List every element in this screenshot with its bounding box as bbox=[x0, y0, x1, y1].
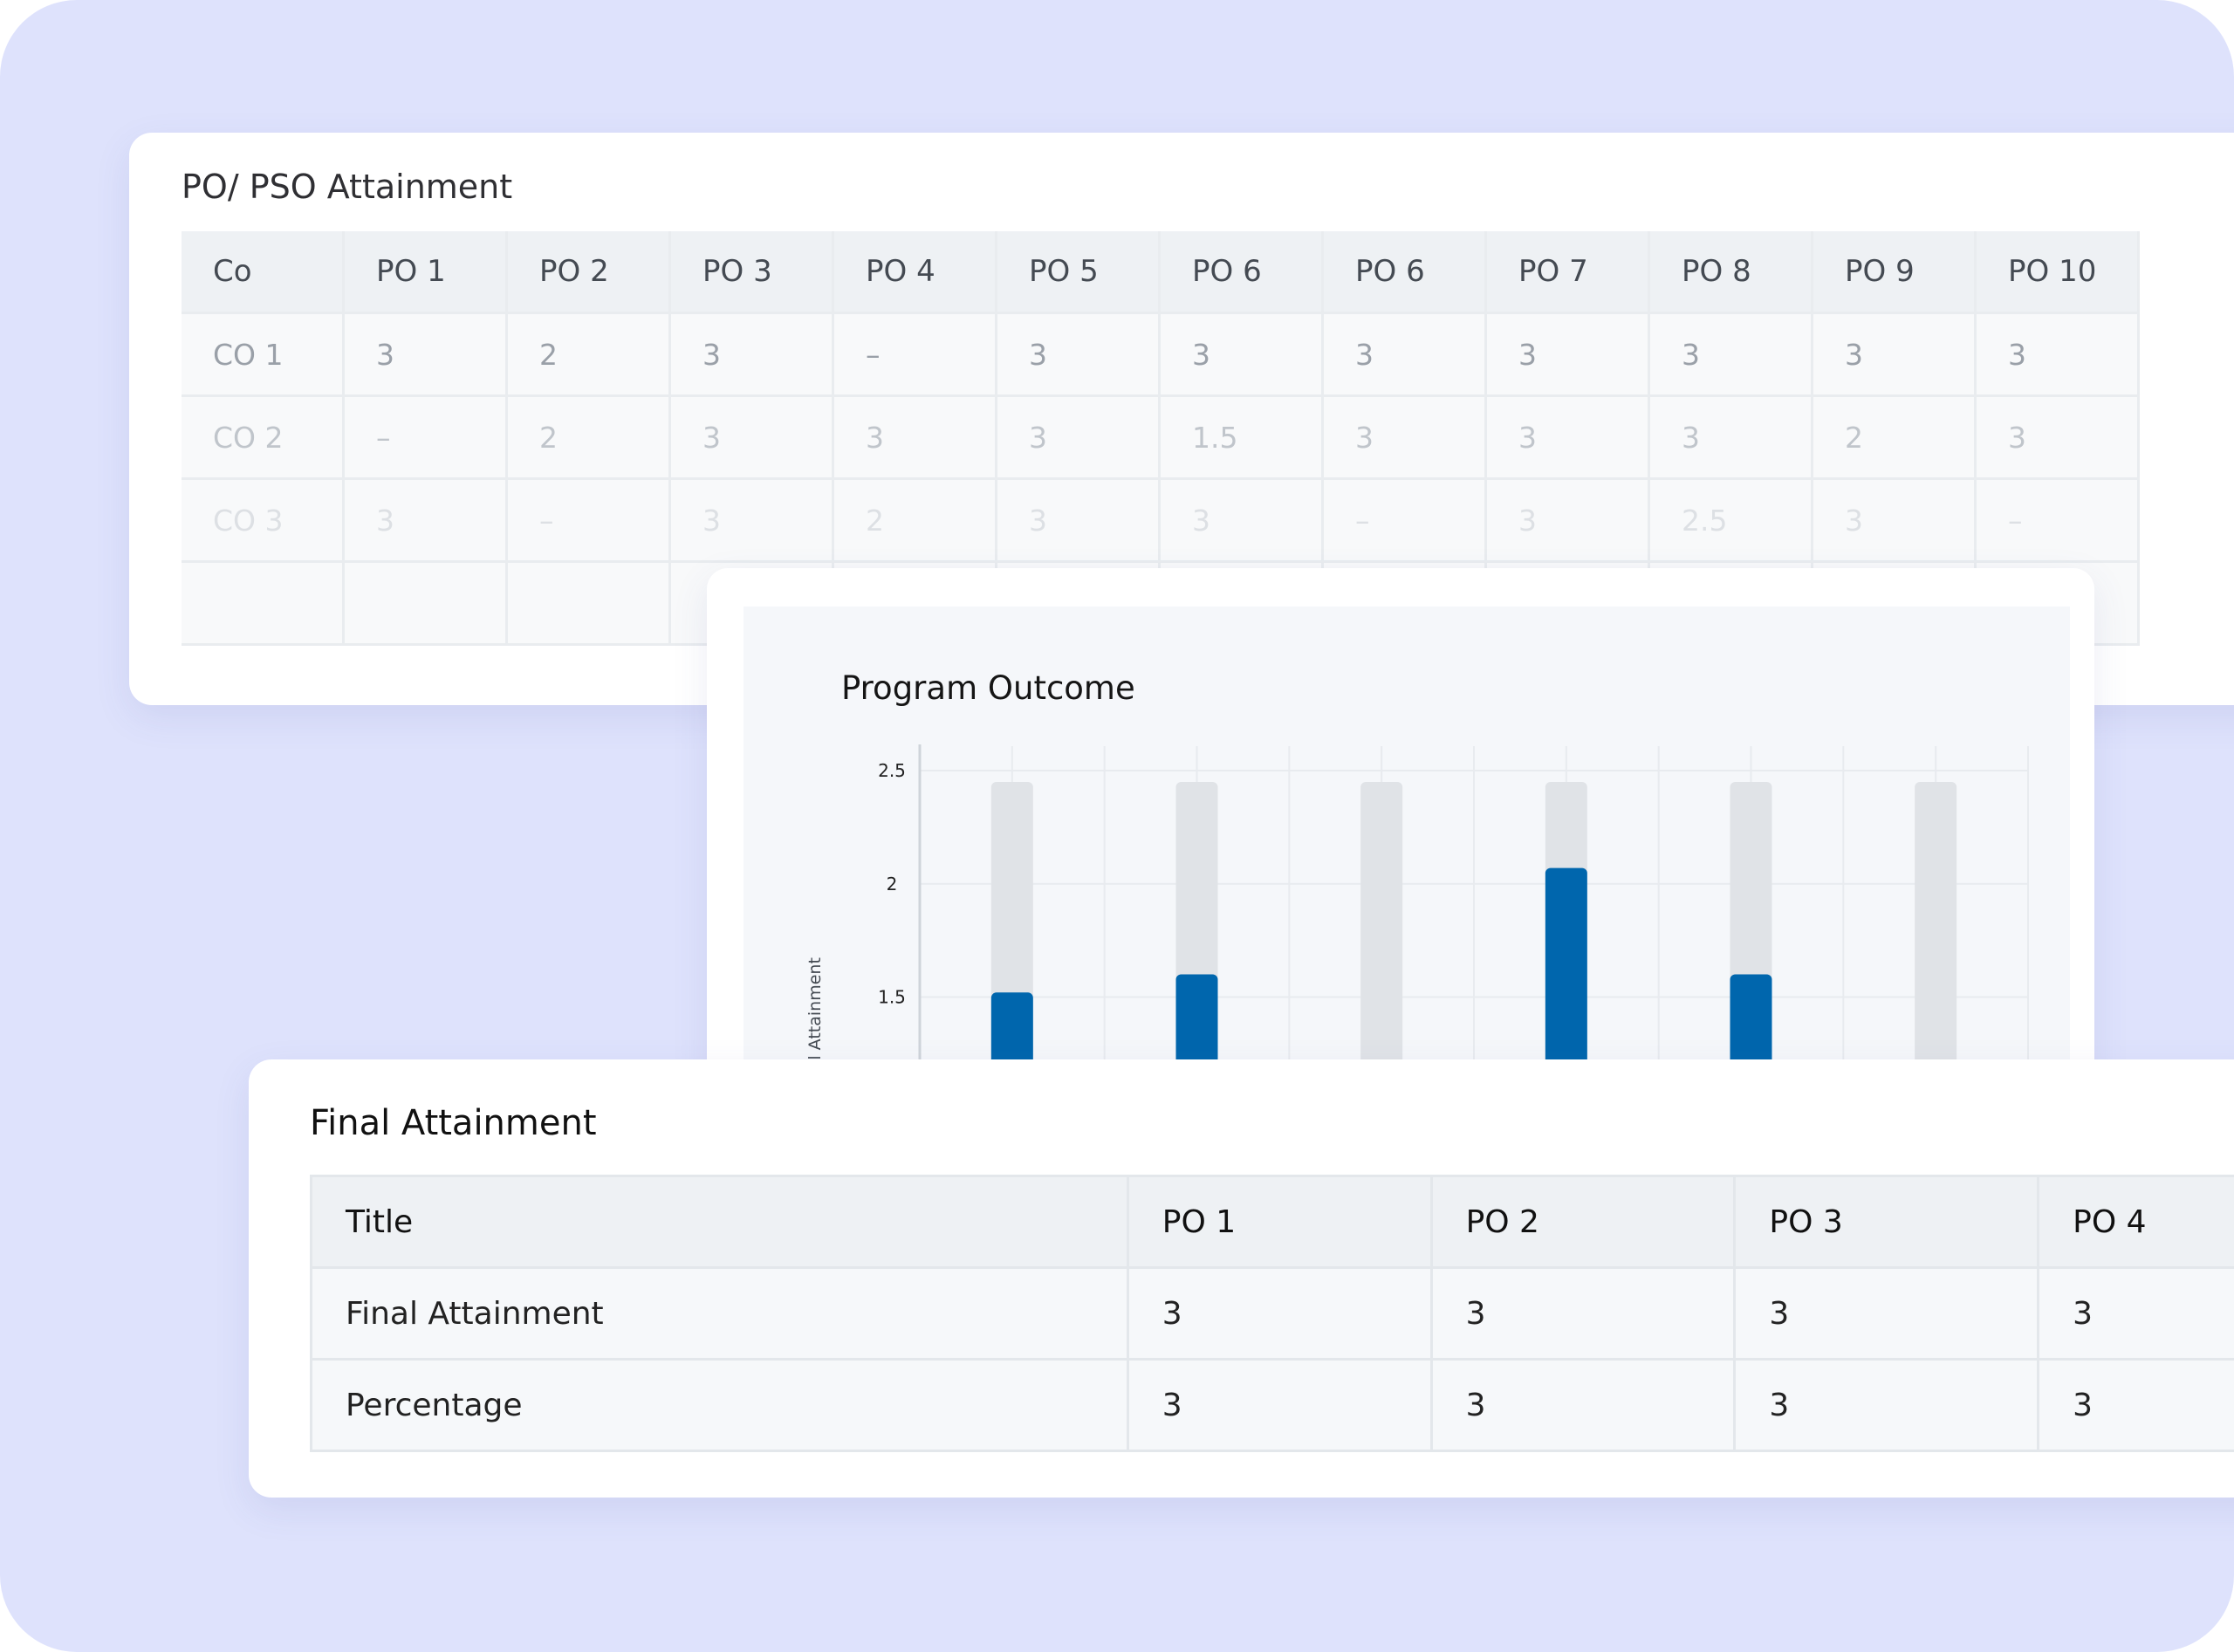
table-cell: 3 bbox=[1733, 1358, 2040, 1452]
table-cell: 1.5 bbox=[1161, 397, 1324, 480]
program-outcome-chart: 0.511.522.5 Actual Attainment bbox=[805, 744, 2029, 1127]
table-cell: 3 bbox=[1813, 480, 1977, 563]
chart-panel bbox=[744, 607, 2070, 1148]
table-cell: 3 bbox=[997, 314, 1161, 397]
table-row: CO 2 – 2 3 3 3 1.5 3 3 3 2 3 bbox=[182, 397, 2140, 480]
table-cell bbox=[508, 563, 671, 646]
column-header-po10: PO 10 bbox=[1977, 231, 2140, 314]
table-row: Final Attainment 3 3 3 3 bbox=[310, 1266, 2234, 1361]
table-cell: – bbox=[1324, 480, 1487, 563]
row-label-percentage: Percentage bbox=[310, 1358, 1129, 1452]
column-header-po3: PO 3 bbox=[671, 231, 834, 314]
table-cell: 3 bbox=[1429, 1266, 1737, 1361]
table-cell: 3 bbox=[345, 314, 508, 397]
program-outcome-card: Program Outcome 0.511.522.5 Actual Attai… bbox=[707, 568, 2094, 1148]
column-header-po9: PO 9 bbox=[1813, 231, 1977, 314]
table-cell: 3 bbox=[997, 480, 1161, 563]
table-cell: 3 bbox=[2037, 1266, 2234, 1361]
table-cell: CO 2 bbox=[182, 397, 345, 480]
column-header-po1: PO 1 bbox=[1126, 1175, 1433, 1269]
table-cell: – bbox=[508, 480, 671, 563]
table-cell: 3 bbox=[1126, 1358, 1433, 1452]
table-cell bbox=[182, 563, 345, 646]
table-cell: 3 bbox=[1487, 480, 1650, 563]
table-cell: 3 bbox=[2037, 1358, 2234, 1452]
table-cell: 3 bbox=[1650, 314, 1813, 397]
table-cell: – bbox=[1977, 480, 2140, 563]
table-cell: 3 bbox=[1977, 397, 2140, 480]
table-cell: 3 bbox=[1126, 1266, 1433, 1361]
table-header-row: Title PO 1 PO 2 PO 3 PO 4 bbox=[310, 1175, 2234, 1269]
table-cell: 2 bbox=[508, 397, 671, 480]
table-cell: 3 bbox=[1487, 314, 1650, 397]
table-cell: 3 bbox=[671, 314, 834, 397]
column-header-po6: PO 6 bbox=[1161, 231, 1324, 314]
table-cell: 3 bbox=[1161, 314, 1324, 397]
y-tick-label: 2.5 bbox=[878, 760, 906, 781]
bar-track bbox=[1360, 781, 1403, 1127]
row-label-final-attainment: Final Attainment bbox=[310, 1266, 1129, 1361]
table-cell: 3 bbox=[1487, 397, 1650, 480]
column-header-co: Co bbox=[182, 231, 345, 314]
table-cell: CO 1 bbox=[182, 314, 345, 397]
table-cell: 3 bbox=[1650, 397, 1813, 480]
table-cell: 3 bbox=[997, 397, 1161, 480]
final-attainment-table: Title PO 1 PO 2 PO 3 PO 4 Final Attainme… bbox=[310, 1175, 2234, 1452]
final-attainment-card: Final Attainment Title PO 1 PO 2 PO 3 PO… bbox=[249, 1059, 2234, 1498]
table-cell: 3 bbox=[1324, 314, 1487, 397]
column-header-po8: PO 8 bbox=[1650, 231, 1813, 314]
table-cell: 3 bbox=[345, 480, 508, 563]
y-tick-label: 1.5 bbox=[878, 987, 906, 1008]
bar-track bbox=[1915, 781, 1957, 1127]
table-row: CO 1 3 2 3 – 3 3 3 3 3 3 3 bbox=[182, 314, 2140, 397]
column-header-po2: PO 2 bbox=[508, 231, 671, 314]
column-header-po6-duplicate: PO 6 bbox=[1324, 231, 1487, 314]
table-row: CO 3 3 – 3 2 3 3 – 3 2.5 3 – bbox=[182, 480, 2140, 563]
table-cell: 3 bbox=[1324, 397, 1487, 480]
po-pso-attainment-title: PO/ PSO Attainment bbox=[182, 168, 513, 206]
table-cell: 3 bbox=[1429, 1358, 1737, 1452]
column-header-po4: PO 4 bbox=[834, 231, 997, 314]
table-row: Percentage 3 3 3 3 bbox=[310, 1358, 2234, 1452]
table-cell: 2 bbox=[834, 480, 997, 563]
table-cell: 3 bbox=[1161, 480, 1324, 563]
table-cell: CO 3 bbox=[182, 480, 345, 563]
table-cell: 3 bbox=[671, 397, 834, 480]
column-header-po7: PO 7 bbox=[1487, 231, 1650, 314]
bar-track-group bbox=[990, 781, 1957, 1127]
column-header-po2: PO 2 bbox=[1429, 1175, 1737, 1269]
table-cell: 3 bbox=[1977, 314, 2140, 397]
final-attainment-title: Final Attainment bbox=[310, 1103, 597, 1143]
column-header-title: Title bbox=[310, 1175, 1129, 1269]
column-header-po5: PO 5 bbox=[997, 231, 1161, 314]
column-header-po3: PO 3 bbox=[1733, 1175, 2040, 1269]
table-cell: – bbox=[834, 314, 997, 397]
y-tick-label: 2 bbox=[887, 874, 898, 895]
table-cell: 3 bbox=[1813, 314, 1977, 397]
table-cell: 3 bbox=[671, 480, 834, 563]
table-cell: 3 bbox=[1733, 1266, 2040, 1361]
table-cell: 2 bbox=[508, 314, 671, 397]
column-header-po1: PO 1 bbox=[345, 231, 508, 314]
table-cell: 3 bbox=[834, 397, 997, 480]
column-header-po4: PO 4 bbox=[2037, 1175, 2234, 1269]
table-cell bbox=[345, 563, 508, 646]
table-header-row: Co PO 1 PO 2 PO 3 PO 4 PO 5 PO 6 PO 6 PO… bbox=[182, 231, 2140, 314]
table-cell: 2.5 bbox=[1650, 480, 1813, 563]
chart-title: Program Outcome bbox=[841, 669, 1135, 707]
table-cell: 2 bbox=[1813, 397, 1977, 480]
table-cell: – bbox=[345, 397, 508, 480]
